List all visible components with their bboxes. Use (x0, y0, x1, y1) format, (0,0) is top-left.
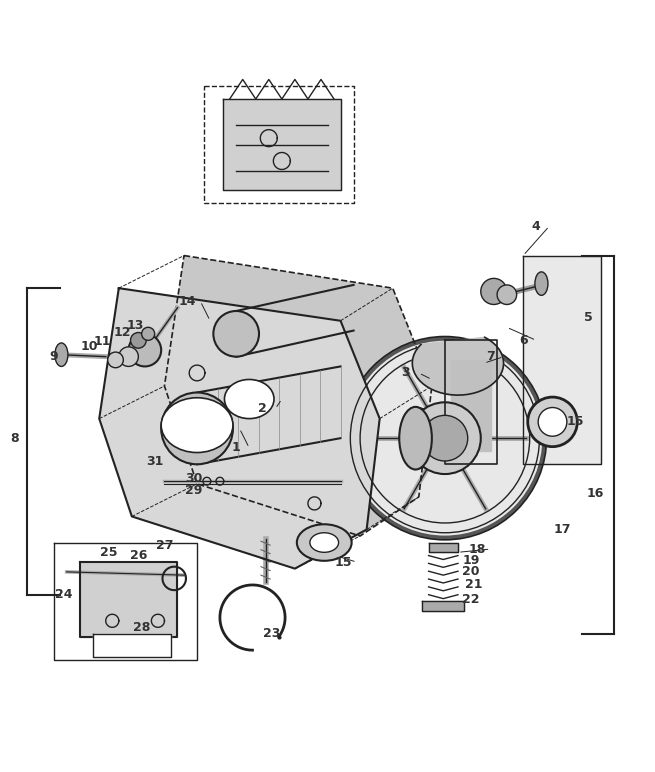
Polygon shape (412, 337, 504, 395)
Text: 30: 30 (185, 472, 202, 485)
Text: 3: 3 (402, 367, 410, 380)
Ellipse shape (409, 402, 481, 474)
Text: 1: 1 (232, 442, 240, 455)
Text: 22: 22 (462, 594, 479, 607)
Text: 31: 31 (146, 455, 163, 468)
Polygon shape (523, 256, 601, 464)
Ellipse shape (161, 392, 233, 464)
Text: 9: 9 (49, 350, 58, 363)
Ellipse shape (297, 524, 352, 560)
Text: 20: 20 (462, 565, 479, 578)
Polygon shape (99, 288, 380, 569)
Ellipse shape (538, 408, 567, 436)
Text: 21: 21 (466, 578, 483, 591)
Text: 17: 17 (553, 523, 571, 536)
Ellipse shape (161, 398, 233, 452)
Polygon shape (93, 634, 171, 657)
Polygon shape (164, 256, 432, 536)
Ellipse shape (481, 279, 507, 304)
Text: 15: 15 (567, 415, 584, 428)
Ellipse shape (128, 334, 161, 367)
Ellipse shape (141, 327, 155, 340)
Text: 2: 2 (258, 402, 267, 415)
Text: 7: 7 (486, 350, 495, 363)
Text: 12: 12 (113, 326, 131, 339)
Text: 24: 24 (54, 588, 72, 601)
Text: 5: 5 (584, 311, 593, 324)
Ellipse shape (400, 407, 432, 469)
Ellipse shape (528, 397, 577, 447)
Text: 25: 25 (100, 546, 118, 559)
Text: 26: 26 (130, 549, 147, 562)
Text: 6: 6 (519, 334, 527, 347)
Text: 27: 27 (156, 540, 173, 552)
Text: 14: 14 (179, 295, 196, 308)
Ellipse shape (535, 272, 548, 296)
Text: 11: 11 (94, 335, 111, 348)
Ellipse shape (310, 533, 339, 552)
Text: 10: 10 (81, 340, 98, 354)
Ellipse shape (422, 415, 468, 461)
Text: 8: 8 (10, 432, 19, 445)
Text: 29: 29 (185, 484, 202, 497)
Text: 19: 19 (462, 554, 479, 567)
Text: 28: 28 (133, 621, 150, 634)
Ellipse shape (497, 285, 517, 304)
Text: 23: 23 (263, 628, 281, 640)
Ellipse shape (214, 311, 259, 357)
Polygon shape (223, 99, 341, 191)
Ellipse shape (55, 343, 68, 367)
Text: 4: 4 (532, 220, 540, 232)
Polygon shape (422, 601, 464, 611)
Text: 15: 15 (335, 556, 352, 569)
Polygon shape (80, 562, 178, 637)
Ellipse shape (119, 347, 138, 367)
Ellipse shape (130, 333, 146, 348)
Ellipse shape (225, 380, 274, 418)
Text: 16: 16 (586, 487, 604, 500)
Ellipse shape (344, 337, 546, 540)
Ellipse shape (107, 352, 123, 367)
Polygon shape (428, 543, 458, 552)
Text: 18: 18 (469, 543, 486, 556)
Text: 13: 13 (126, 320, 144, 333)
Polygon shape (451, 360, 491, 451)
